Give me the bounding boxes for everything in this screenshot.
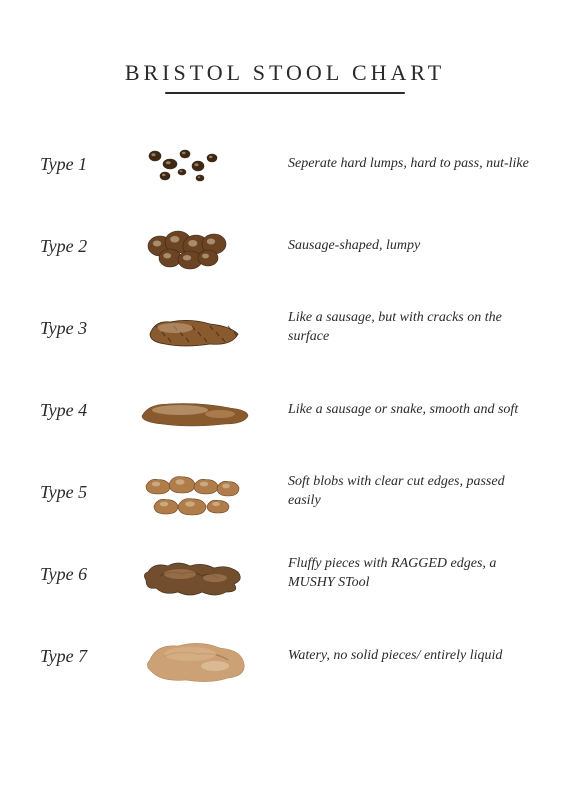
type-description: Soft blobs with clear cut edges, passed …: [270, 473, 530, 511]
title-underline: [165, 92, 405, 94]
chart-row: Type 1 Seperate hard lumps, hard to pass…: [40, 134, 530, 194]
illustration-watery-puddle: [120, 626, 270, 686]
type-description: Watery, no solid pieces/ entirely liquid: [270, 647, 530, 666]
type-description: Fluffy pieces with RAGGED edges, a MUSHY…: [270, 555, 530, 593]
type-description: Like a sausage or snake, smooth and soft: [270, 401, 530, 420]
chart-row: Type 5 Soft blobs with clear cut edges, …: [40, 462, 530, 522]
type-description: Like a sausage, but with cracks on the s…: [270, 309, 530, 347]
type-label: Type 7: [40, 646, 120, 667]
type-label: Type 5: [40, 482, 120, 503]
rows-container: Type 1 Seperate hard lumps, hard to pass…: [40, 134, 530, 686]
illustration-smooth-sausage: [120, 380, 270, 440]
illustration-lumpy-cluster: [120, 216, 270, 276]
type-description: Seperate hard lumps, hard to pass, nut-l…: [270, 155, 530, 174]
illustration-ragged-mushy: [120, 544, 270, 604]
type-description: Sausage-shaped, lumpy: [270, 237, 530, 256]
chart-title: BRISTOL STOOL CHART: [40, 60, 530, 86]
type-label: Type 6: [40, 564, 120, 585]
chart-row: Type 3 Like a sausage, but with cracks o…: [40, 298, 530, 358]
illustration-scattered-lumps: [120, 134, 270, 194]
type-label: Type 3: [40, 318, 120, 339]
chart-row: Type 6 Fluffy pieces with RAGGED edges, …: [40, 544, 530, 604]
illustration-cracked-sausage: [120, 298, 270, 358]
chart-row: Type 2 Sausage-shaped, lumpy: [40, 216, 530, 276]
illustration-soft-blobs: [120, 462, 270, 522]
chart-row: Type 7 Watery, no solid pieces/ entirely…: [40, 626, 530, 686]
type-label: Type 1: [40, 154, 120, 175]
type-label: Type 4: [40, 400, 120, 421]
chart-row: Type 4 Like a sausage or snake, smooth a…: [40, 380, 530, 440]
type-label: Type 2: [40, 236, 120, 257]
